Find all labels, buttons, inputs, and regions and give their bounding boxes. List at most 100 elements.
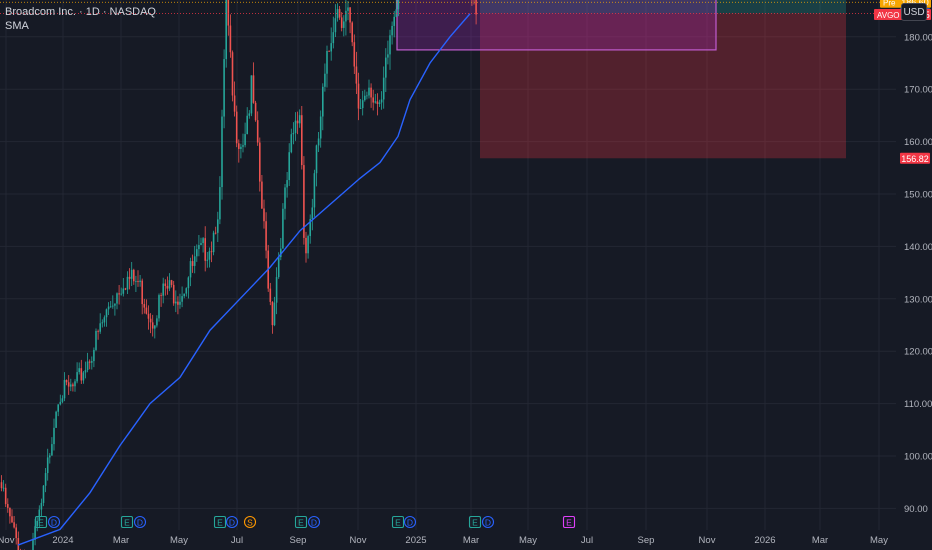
event-label: E — [472, 517, 478, 527]
candle-body — [162, 283, 164, 296]
position-zones — [396, 0, 846, 159]
candle-body — [263, 208, 265, 222]
candle-body — [128, 276, 131, 279]
candle-body — [233, 95, 236, 112]
candle-body — [210, 251, 213, 253]
candle-body — [347, 7, 349, 11]
symbol-title[interactable]: Broadcom Inc. · 1D · NASDAQ — [5, 6, 156, 18]
candle-body — [46, 457, 49, 474]
candle-body — [336, 9, 339, 19]
candle-body — [265, 221, 267, 251]
candle-body — [130, 269, 133, 279]
price-tick-label: 180.00 — [904, 32, 932, 43]
candle-body — [252, 75, 255, 103]
candle-body — [65, 379, 68, 383]
candle-body — [225, 0, 227, 60]
candle-body — [200, 243, 202, 246]
candle-body — [0, 482, 3, 489]
candle-body — [208, 251, 211, 260]
candle-body — [181, 296, 183, 302]
candle-body — [151, 322, 154, 329]
time-tick-label: Sep — [290, 535, 307, 546]
candle-body — [137, 281, 139, 283]
event-earnings-icon — [34, 515, 48, 529]
candle-body — [343, 21, 345, 28]
candle-body — [311, 207, 314, 219]
candle-body — [355, 66, 358, 84]
event-label: D — [311, 517, 317, 527]
candle-body — [286, 180, 288, 188]
time-tick-label: Nov — [0, 535, 15, 546]
candle-body — [395, 9, 398, 17]
candle-body — [296, 120, 299, 124]
candle-body — [366, 95, 368, 97]
candle-body — [172, 284, 175, 304]
candle-body — [378, 102, 381, 104]
candle-body — [101, 322, 104, 324]
candle-body — [368, 87, 370, 96]
candle-body — [187, 277, 190, 289]
price-tick-label: 150.00 — [904, 190, 932, 201]
event-label: D — [485, 517, 491, 527]
candle-body — [315, 145, 318, 174]
candle-body — [154, 325, 156, 329]
candle-body — [250, 75, 253, 114]
candle-body — [313, 173, 316, 208]
time-tick-label: May — [870, 535, 888, 546]
candle-body — [63, 379, 66, 399]
candle-body — [256, 120, 259, 143]
candle-body — [32, 539, 34, 550]
candle-body — [389, 35, 391, 55]
price-axis[interactable]: 90.00 100.00 110.00 120.00 130.00 140.00 150.0… — [874, 0, 932, 550]
candle-body — [166, 285, 169, 289]
price-lines — [0, 1, 896, 14]
candle-body — [44, 473, 47, 486]
candle-body — [330, 43, 332, 52]
candle-body — [177, 301, 179, 305]
candle-body — [275, 277, 278, 303]
candle-body — [91, 361, 93, 363]
indicator-label[interactable]: SMA — [5, 20, 29, 32]
event-label: E — [298, 517, 304, 527]
currency-button[interactable]: USD — [901, 3, 927, 21]
candle-body — [307, 236, 309, 254]
candle-body — [349, 7, 351, 23]
candle-body — [112, 305, 114, 307]
candle-body — [135, 281, 137, 282]
stop-price-bg — [900, 152, 930, 164]
event-label: E — [38, 517, 44, 527]
candle-body — [103, 317, 106, 323]
price-tick-label: 160.00 — [904, 137, 932, 148]
candle-body — [70, 384, 72, 387]
candle-body — [475, 0, 477, 15]
time-tick-label: Jul — [231, 535, 243, 546]
candle-body — [139, 280, 141, 283]
candle-body — [80, 368, 83, 381]
candle-body — [298, 115, 301, 124]
candle-body — [204, 238, 206, 261]
candle-body — [280, 248, 282, 258]
candles — [0, 0, 477, 550]
candle-body — [189, 261, 192, 278]
candle-body — [305, 237, 307, 254]
candle-body — [376, 101, 379, 104]
candle-body — [4, 487, 7, 505]
candle-body — [284, 187, 286, 209]
candle-body — [175, 301, 177, 304]
price-tick-label: 120.00 — [904, 347, 932, 358]
time-axis[interactable]: Nov 2024 Mar May Jul Sep Nov 2025 Mar May Jul Sep No… — [0, 535, 888, 546]
candle-body — [393, 16, 395, 26]
event-label: D — [229, 517, 235, 527]
candle-body — [238, 143, 240, 149]
candle-body — [149, 318, 152, 323]
event-split-icon — [243, 515, 257, 529]
event-label: D — [137, 517, 143, 527]
candle-body — [301, 115, 303, 166]
candle-body — [217, 219, 219, 233]
candle-body — [261, 181, 263, 209]
candle-body — [324, 73, 326, 87]
event-label: E — [217, 517, 223, 527]
